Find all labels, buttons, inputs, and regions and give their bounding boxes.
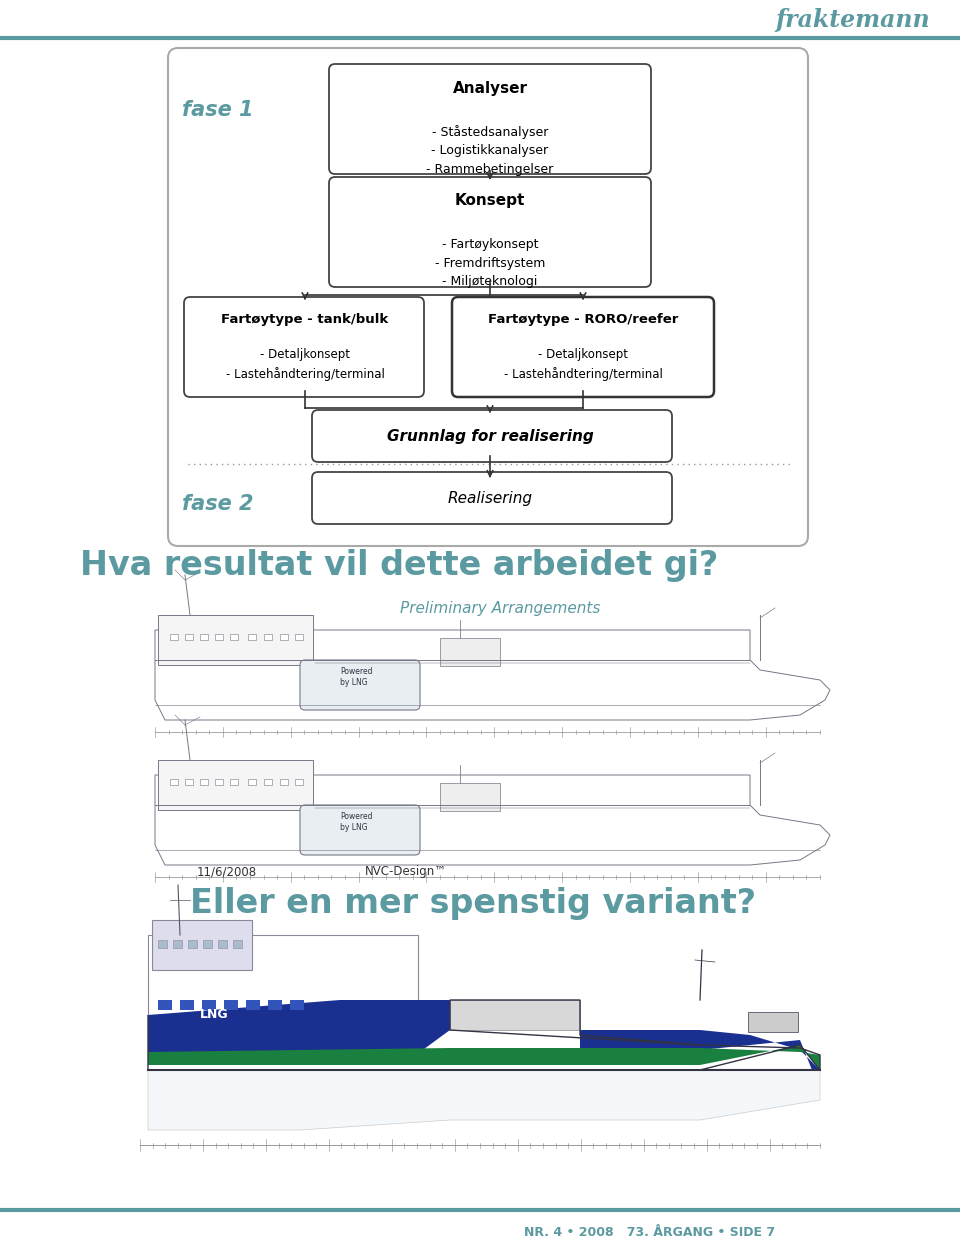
Text: Konsept: Konsept	[455, 193, 525, 208]
FancyBboxPatch shape	[248, 634, 256, 640]
FancyBboxPatch shape	[158, 939, 167, 948]
FancyBboxPatch shape	[200, 779, 208, 785]
Polygon shape	[450, 1001, 580, 1030]
FancyBboxPatch shape	[215, 779, 223, 785]
FancyBboxPatch shape	[440, 638, 500, 667]
FancyBboxPatch shape	[158, 616, 313, 665]
FancyBboxPatch shape	[185, 634, 193, 640]
FancyBboxPatch shape	[158, 760, 313, 810]
FancyBboxPatch shape	[168, 49, 808, 546]
FancyBboxPatch shape	[280, 634, 288, 640]
Polygon shape	[148, 1070, 820, 1130]
Text: Grunnlag for realisering: Grunnlag for realisering	[387, 429, 593, 444]
FancyBboxPatch shape	[180, 1001, 194, 1011]
Polygon shape	[148, 1045, 820, 1070]
FancyBboxPatch shape	[224, 1001, 238, 1011]
FancyBboxPatch shape	[188, 939, 197, 948]
FancyBboxPatch shape	[173, 939, 182, 948]
FancyBboxPatch shape	[248, 779, 256, 785]
Text: - Detaljkonsept
- Lastehåndtering/terminal: - Detaljkonsept - Lastehåndtering/termin…	[226, 348, 384, 381]
FancyBboxPatch shape	[329, 64, 651, 174]
Text: NVC-Design™: NVC-Design™	[365, 866, 447, 878]
Text: Preliminary Arrangements: Preliminary Arrangements	[400, 601, 600, 616]
FancyBboxPatch shape	[452, 297, 714, 397]
FancyBboxPatch shape	[300, 660, 420, 710]
FancyBboxPatch shape	[295, 779, 303, 785]
Text: LNG: LNG	[200, 1008, 228, 1022]
FancyBboxPatch shape	[329, 177, 651, 287]
FancyBboxPatch shape	[440, 782, 500, 811]
FancyBboxPatch shape	[184, 297, 424, 397]
FancyBboxPatch shape	[295, 634, 303, 640]
FancyBboxPatch shape	[312, 472, 672, 525]
FancyBboxPatch shape	[203, 939, 212, 948]
FancyBboxPatch shape	[170, 779, 178, 785]
FancyBboxPatch shape	[290, 1001, 304, 1011]
Text: 11/6/2008: 11/6/2008	[197, 866, 257, 878]
FancyBboxPatch shape	[215, 634, 223, 640]
Text: - Detaljkonsept
- Lastehåndtering/terminal: - Detaljkonsept - Lastehåndtering/termin…	[504, 348, 662, 381]
FancyBboxPatch shape	[152, 920, 252, 969]
FancyBboxPatch shape	[185, 779, 193, 785]
FancyBboxPatch shape	[230, 634, 238, 640]
Text: fraktemann: fraktemann	[776, 7, 930, 32]
FancyBboxPatch shape	[202, 1001, 216, 1011]
FancyBboxPatch shape	[218, 939, 227, 948]
FancyBboxPatch shape	[748, 1012, 798, 1032]
Text: fase 2: fase 2	[182, 493, 253, 515]
Text: Powered
by LNG: Powered by LNG	[340, 668, 372, 687]
FancyBboxPatch shape	[280, 779, 288, 785]
Text: Realisering: Realisering	[447, 491, 533, 506]
Text: Fartøytype - RORO/reefer: Fartøytype - RORO/reefer	[488, 314, 678, 326]
FancyBboxPatch shape	[264, 779, 272, 785]
Text: Powered
by LNG: Powered by LNG	[340, 812, 372, 831]
FancyBboxPatch shape	[170, 634, 178, 640]
FancyBboxPatch shape	[268, 1001, 282, 1011]
Text: Hva resultat vil dette arbeidet gi?: Hva resultat vil dette arbeidet gi?	[80, 549, 718, 582]
FancyBboxPatch shape	[246, 1001, 260, 1011]
Text: - Ståstedsanalyser
- Logistikkanalyser
- Rammebetingelser: - Ståstedsanalyser - Logistikkanalyser -…	[426, 125, 554, 176]
Polygon shape	[580, 1001, 820, 1090]
Text: Eller en mer spenstig variant?: Eller en mer spenstig variant?	[190, 887, 756, 921]
FancyBboxPatch shape	[148, 934, 418, 1015]
Text: - Fartøykonsept
- Fremdriftsystem
- Miljøteknologi: - Fartøykonsept - Fremdriftsystem - Milj…	[435, 238, 545, 288]
FancyBboxPatch shape	[300, 805, 420, 855]
FancyBboxPatch shape	[233, 939, 242, 948]
FancyBboxPatch shape	[230, 779, 238, 785]
Text: Analyser: Analyser	[452, 81, 527, 96]
FancyBboxPatch shape	[264, 634, 272, 640]
Text: fase 1: fase 1	[182, 100, 253, 120]
Text: NR. 4 • 2008   73. ÅRGANG • SIDE 7: NR. 4 • 2008 73. ÅRGANG • SIDE 7	[524, 1226, 776, 1239]
Polygon shape	[148, 1001, 450, 1055]
FancyBboxPatch shape	[200, 634, 208, 640]
Text: Fartøytype - tank/bulk: Fartøytype - tank/bulk	[222, 314, 389, 326]
FancyBboxPatch shape	[312, 410, 672, 462]
FancyBboxPatch shape	[158, 1001, 172, 1011]
